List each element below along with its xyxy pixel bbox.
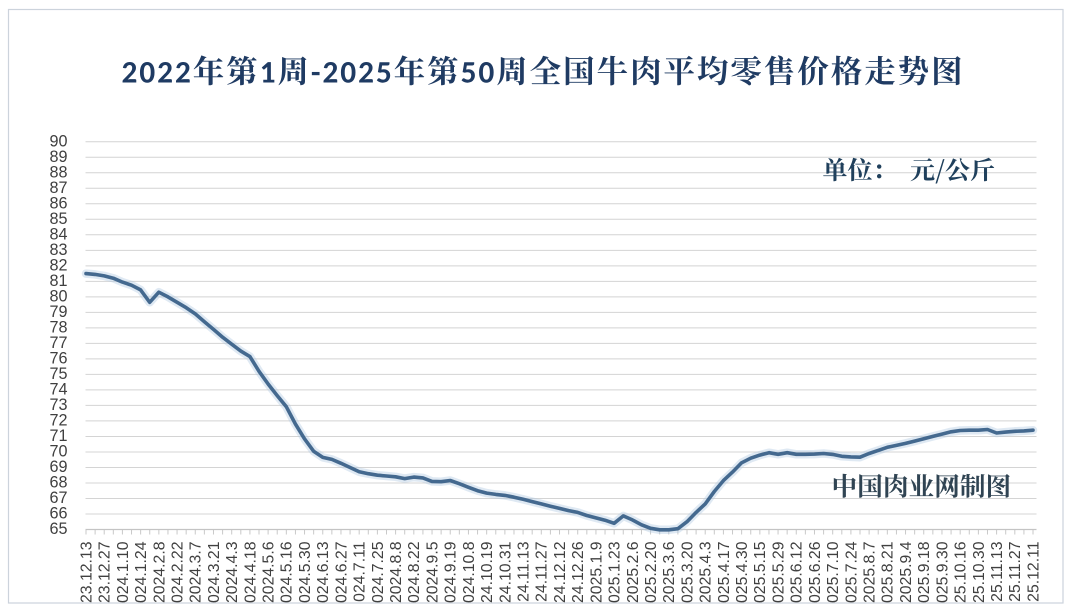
svg-text:67: 67 [49, 489, 67, 507]
svg-text:024.10.8: 024.10.8 [461, 541, 478, 603]
svg-text:2024.8.8: 2024.8.8 [388, 541, 405, 603]
svg-text:025.9.18: 025.9.18 [916, 541, 933, 603]
svg-text:80: 80 [49, 288, 67, 306]
svg-text:2025.9.4: 2025.9.4 [898, 541, 915, 603]
svg-text:024.6.27: 024.6.27 [333, 542, 350, 604]
svg-text:65: 65 [49, 520, 67, 538]
svg-text:024.1.10: 024.1.10 [115, 541, 132, 603]
svg-text:2024.9.5: 2024.9.5 [424, 541, 441, 603]
svg-text:024.6.13: 024.6.13 [315, 541, 332, 603]
svg-text:024.2.22: 024.2.22 [169, 542, 186, 604]
svg-text:024.8.22: 024.8.22 [406, 542, 423, 604]
svg-text:025.5.29: 025.5.29 [770, 541, 787, 603]
svg-text:70: 70 [49, 443, 67, 461]
svg-text:24.10.19: 24.10.19 [479, 541, 496, 603]
svg-text:83: 83 [49, 241, 67, 259]
svg-text:024.4.18: 024.4.18 [242, 541, 259, 603]
svg-text:025.6.12: 025.6.12 [789, 542, 806, 604]
svg-text:2024.4.3: 2024.4.3 [224, 541, 241, 603]
svg-text:78: 78 [49, 319, 67, 337]
svg-text:76: 76 [49, 350, 67, 368]
svg-text:24.11.27: 24.11.27 [534, 542, 551, 602]
svg-text:024.1.24: 024.1.24 [133, 541, 150, 603]
svg-text:25.11.13: 25.11.13 [989, 541, 1006, 602]
svg-text:2024.5.6: 2024.5.6 [261, 541, 278, 603]
svg-text:68: 68 [49, 474, 67, 492]
svg-text:84: 84 [49, 225, 67, 243]
svg-text:024.5.16: 024.5.16 [279, 541, 296, 603]
svg-text:88: 88 [49, 163, 67, 181]
svg-text:24.12.26: 24.12.26 [570, 541, 587, 603]
svg-text:75: 75 [49, 365, 67, 383]
svg-text:23.12.27: 23.12.27 [97, 542, 114, 604]
svg-text:025.4.30: 025.4.30 [734, 541, 751, 603]
svg-text:79: 79 [49, 303, 67, 321]
svg-text:23.12.13: 23.12.13 [78, 541, 95, 603]
svg-text:025.2.20: 025.2.20 [643, 541, 660, 603]
svg-text:24.10.31: 24.10.31 [497, 541, 514, 603]
svg-text:025.7.24: 025.7.24 [843, 541, 860, 603]
svg-text:024.3.21: 024.3.21 [206, 541, 223, 603]
svg-text:025.7.10: 025.7.10 [825, 541, 842, 603]
svg-text:69: 69 [49, 458, 67, 476]
svg-text:86: 86 [49, 194, 67, 212]
svg-text:024.7.25: 024.7.25 [370, 541, 387, 603]
svg-text:66: 66 [49, 505, 67, 523]
svg-text:024.9.19: 024.9.19 [443, 541, 460, 603]
svg-text:25.11.27: 25.11.27 [1007, 542, 1024, 602]
svg-text:82: 82 [49, 256, 67, 274]
svg-text:25.10.16: 25.10.16 [953, 541, 970, 603]
svg-text:025.4.17: 025.4.17 [716, 542, 733, 604]
svg-text:025.6.26: 025.6.26 [807, 541, 824, 603]
svg-text:2024.2.8: 2024.2.8 [151, 541, 168, 603]
svg-text:24.11.13: 24.11.13 [515, 541, 532, 602]
svg-text:81: 81 [49, 272, 67, 290]
svg-text:87: 87 [49, 179, 67, 197]
svg-text:025.9.30: 025.9.30 [934, 541, 951, 603]
svg-text:77: 77 [49, 334, 67, 352]
svg-text:89: 89 [49, 148, 67, 166]
svg-text:25.10.30: 25.10.30 [971, 541, 988, 603]
svg-text:2025.1.9: 2025.1.9 [588, 541, 605, 603]
svg-text:24.12.12: 24.12.12 [552, 542, 569, 604]
svg-text:74: 74 [49, 381, 67, 399]
svg-text:025.5.15: 025.5.15 [752, 541, 769, 603]
svg-text:2025.8.7: 2025.8.7 [862, 542, 879, 604]
svg-text:025.1.23: 025.1.23 [607, 541, 624, 603]
svg-text:024.7.11: 024.7.11 [352, 541, 369, 602]
svg-text:2025.3.6: 2025.3.6 [661, 541, 678, 603]
svg-text:025.8.21: 025.8.21 [880, 541, 897, 603]
svg-text:25.12.11: 25.12.11 [1025, 541, 1042, 602]
svg-text:2024.3.7: 2024.3.7 [188, 542, 205, 604]
svg-text:71: 71 [49, 427, 67, 445]
svg-text:90: 90 [49, 132, 67, 150]
svg-text:2025.4.3: 2025.4.3 [698, 541, 715, 603]
svg-text:025.3.20: 025.3.20 [679, 541, 696, 603]
svg-text:73: 73 [49, 396, 67, 414]
svg-text:2025.2.6: 2025.2.6 [625, 541, 642, 603]
svg-text:024.5.30: 024.5.30 [297, 541, 314, 603]
svg-text:85: 85 [49, 210, 67, 228]
svg-text:72: 72 [49, 412, 67, 430]
